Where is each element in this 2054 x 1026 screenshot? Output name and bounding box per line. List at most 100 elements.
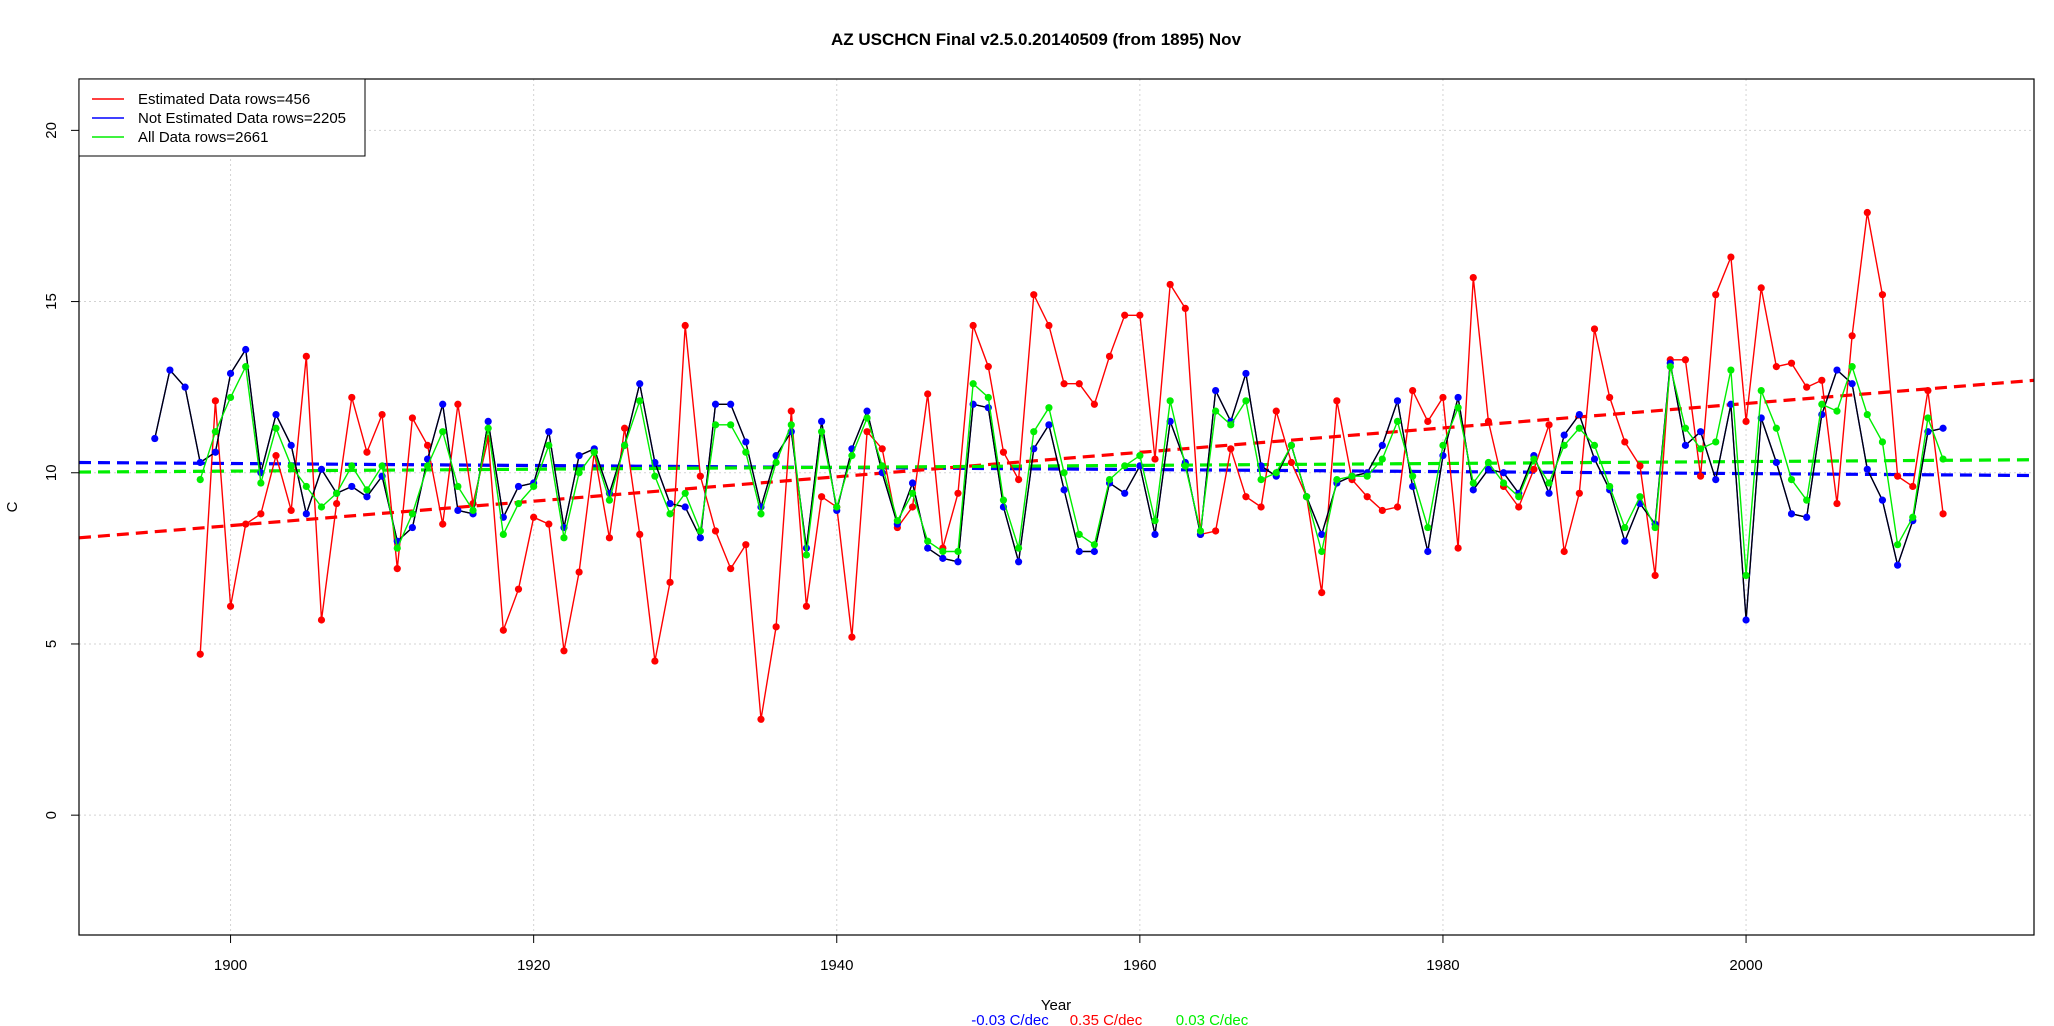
data-point-not-estimated [151, 434, 159, 443]
data-point-estimated [1681, 356, 1690, 364]
series-line-not-estimated-overlay [154, 347, 1944, 621]
data-point-estimated [575, 568, 583, 576]
data-point-not-estimated [1212, 386, 1220, 395]
data-point-estimated [1181, 304, 1189, 313]
data-point-all [560, 534, 568, 542]
data-point-estimated [242, 520, 250, 528]
y-tick-label: 0 [43, 811, 60, 819]
data-point-estimated [787, 407, 795, 415]
data-point-not-estimated [317, 465, 326, 473]
data-point-estimated [1060, 380, 1068, 388]
data-point-all [1909, 513, 1917, 521]
data-point-all [272, 424, 280, 432]
data-point-all [1045, 404, 1053, 412]
x-tick-label: 1940 [820, 957, 853, 974]
data-point-all [1636, 493, 1644, 501]
data-point-not-estimated [681, 503, 689, 511]
data-point-all [1030, 428, 1038, 436]
data-point-estimated [1424, 417, 1432, 425]
data-point-not-estimated [181, 383, 189, 391]
data-point-all [1515, 493, 1523, 501]
data-point-all [681, 489, 689, 497]
data-point-not-estimated [226, 369, 235, 378]
data-point-not-estimated [454, 506, 462, 515]
data-point-estimated [1939, 510, 1947, 518]
data-point-estimated [1833, 499, 1841, 508]
data-point-estimated [636, 530, 644, 538]
data-point-estimated [1439, 393, 1447, 402]
trend-label-all: 0.03 C/dec [1176, 1012, 1249, 1026]
data-point-estimated [1772, 363, 1780, 371]
x-tick-label: 1980 [1426, 957, 1459, 974]
data-point-estimated [1409, 386, 1417, 395]
data-point-all [939, 547, 947, 556]
data-point-estimated [1560, 547, 1568, 556]
legend-label-not-estimated: Not Estimated Data rows=2205 [138, 110, 346, 127]
data-point-all [1409, 472, 1417, 480]
data-point-estimated [378, 410, 386, 419]
data-point-not-estimated [1894, 561, 1902, 569]
data-point-not-estimated [1015, 558, 1023, 566]
data-point-not-estimated [742, 438, 750, 446]
data-point-estimated [1727, 253, 1735, 261]
data-point-all [802, 551, 811, 559]
data-point-all [772, 458, 780, 467]
data-point-not-estimated [1151, 530, 1159, 538]
data-point-all [757, 510, 765, 518]
data-point-all [787, 421, 795, 429]
legend: Estimated Data rows=456 Not Estimated Da… [78, 78, 366, 157]
plot-frame [78, 78, 2035, 936]
data-point-all [1894, 541, 1902, 549]
data-point-estimated [196, 650, 204, 658]
data-point-all [1166, 397, 1174, 405]
data-point-not-estimated [439, 400, 447, 408]
data-point-estimated [1333, 397, 1341, 405]
x-tick-label: 1960 [1123, 957, 1156, 974]
data-point-all [833, 503, 841, 511]
data-point-all [742, 448, 750, 456]
data-point-not-estimated [711, 400, 720, 408]
data-point-all [1090, 541, 1098, 549]
data-point-estimated [560, 647, 568, 655]
x-tick-label: 1920 [517, 957, 550, 974]
data-point-all [1318, 547, 1326, 556]
data-point-all [1015, 544, 1023, 552]
data-point-not-estimated [1242, 369, 1250, 378]
data-point-not-estimated [817, 417, 826, 425]
data-point-all [1242, 397, 1250, 405]
data-point-estimated [1287, 458, 1296, 467]
data-point-all [1499, 479, 1508, 487]
data-point-estimated [878, 445, 886, 453]
legend-label-estimated: Estimated Data rows=456 [138, 91, 310, 108]
y-tick-label: 5 [43, 640, 60, 648]
data-point-estimated [514, 585, 523, 593]
data-point-all [1484, 458, 1493, 467]
data-point-all [1787, 476, 1796, 484]
data-point-all [196, 476, 204, 484]
data-point-estimated [1878, 291, 1887, 299]
series-not-estimated [151, 345, 1947, 624]
series-layer [151, 208, 1947, 723]
data-point-not-estimated [1393, 397, 1402, 405]
data-point-all [408, 510, 417, 518]
data-point-all [1621, 523, 1629, 532]
data-point-all [1939, 455, 1947, 463]
data-point-all [454, 482, 462, 491]
data-point-not-estimated [1575, 410, 1583, 419]
data-point-all [302, 482, 310, 491]
data-point-all [1651, 523, 1659, 532]
data-point-estimated [984, 363, 992, 371]
data-point-estimated [696, 472, 704, 480]
data-point-estimated [363, 448, 371, 456]
data-point-all [817, 428, 826, 436]
data-point-all [924, 537, 932, 545]
data-point-estimated [1257, 503, 1265, 511]
data-point-estimated [1575, 489, 1583, 497]
data-point-estimated [1530, 465, 1538, 473]
data-point-not-estimated [1378, 441, 1386, 449]
data-point-all [1712, 438, 1720, 446]
data-point-all [893, 517, 901, 525]
data-point-estimated [651, 657, 659, 665]
data-point-all [1863, 410, 1871, 419]
